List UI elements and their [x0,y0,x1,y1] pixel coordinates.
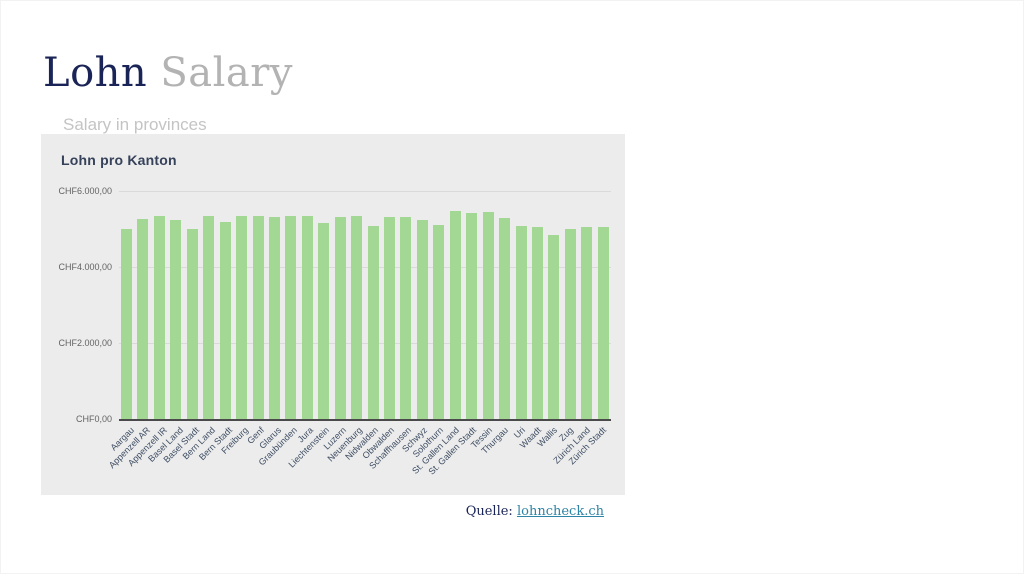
bar-Zug [564,229,576,419]
page-title: Lohn Salary [43,51,293,95]
chart-bars [121,134,609,419]
source-line: Quelle: lohncheck.ch [466,504,604,519]
y-tick-label: CHF0,00 [75,414,112,424]
bar-Schaffhausen [400,217,412,419]
source-link[interactable]: lohncheck.ch [516,504,604,519]
bar-Wallis [548,235,560,419]
bar-Solothurn [433,225,445,419]
bar-Zürich Stadt [597,227,609,419]
bar-Graubünden [285,216,297,419]
gridline [119,343,611,344]
bar-Bern Land [203,216,215,419]
gridline [119,191,611,192]
bar-Nidwalden [367,226,379,419]
y-tick-label: CHF6.000,00 [58,186,112,196]
bar-Obwalden [384,217,395,419]
bar-Tessin [482,212,494,419]
y-tick-label: CHF2.000,00 [58,338,112,348]
bar-Neuenburg [351,216,363,419]
bar-Jura [301,216,313,419]
bar-Glarus [268,217,280,419]
gridline [119,419,611,421]
bar-Appenzell IR [153,216,165,419]
bar-Genf [252,216,264,419]
page-title-secondary: Salary [160,50,293,96]
bar-Liechtenstein [318,223,330,419]
bar-Luzern [334,217,346,419]
bar-Freiburg [236,216,248,419]
bar-Bern Stadt [219,222,231,419]
bar-Aargau [121,229,132,419]
bar-chart: Lohn pro Kanton CHF0,00 CHF2.000,00 CHF4.0… [41,134,625,495]
bar-Zürich Land [581,227,593,419]
gridline [119,267,611,268]
bar-Uri [515,226,527,419]
y-tick-label: CHF4.000,00 [58,262,112,272]
bar-Basel Land [170,220,182,419]
bar-Waadt [531,227,543,419]
bar-St. Gallen Land [449,211,461,419]
bar-St. Gallen Stadt [466,213,478,419]
bar-Thurgau [499,218,511,419]
bar-Basel Stadt [186,229,198,419]
bar-Appenzell AR [137,219,149,419]
bar-Schwyz [416,220,428,419]
source-label: Quelle: [465,504,513,519]
page-title-primary: Lohn [43,50,148,96]
page-subtitle: Salary in provinces [63,115,207,134]
chart-title: Lohn pro Kanton [61,152,177,168]
